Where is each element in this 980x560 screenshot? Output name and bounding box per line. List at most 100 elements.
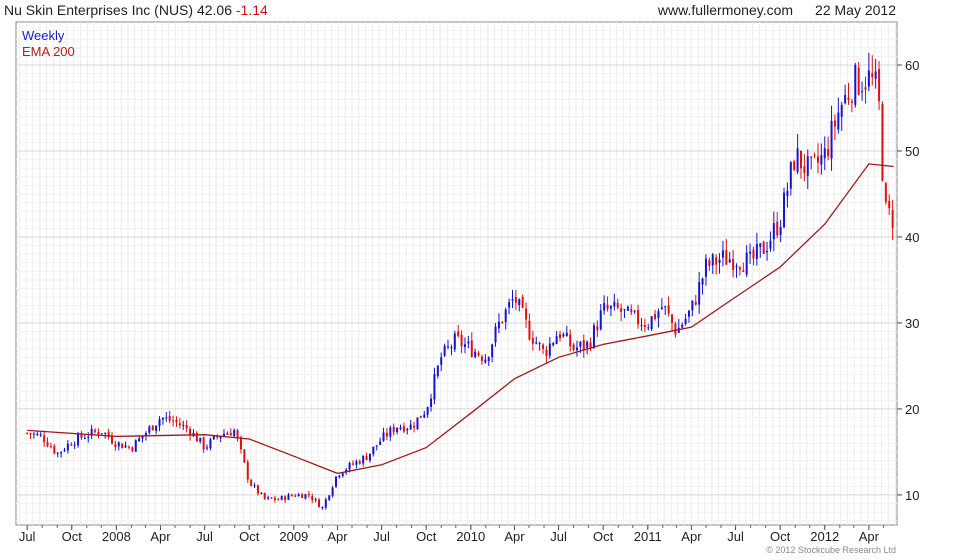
candle-body (379, 441, 382, 445)
y-tick-label: 50 (905, 144, 919, 159)
candle-body (423, 414, 426, 418)
candle-body (497, 321, 500, 329)
candle-body (362, 455, 365, 464)
candle-body (674, 323, 677, 335)
candle-body (657, 311, 660, 318)
candle-body (559, 334, 562, 339)
x-tick-label: Oct (62, 529, 83, 544)
candle-body (43, 435, 46, 442)
x-tick-label: Apr (504, 529, 525, 544)
candle-body (321, 507, 324, 509)
candle-body (833, 120, 836, 127)
candle-body (823, 148, 826, 159)
x-tick-label: Jul (373, 529, 390, 544)
candle-body (223, 433, 226, 437)
candle-body (704, 258, 707, 277)
candle-body (647, 327, 650, 329)
plot-frame (15, 21, 898, 526)
candle-body (335, 476, 338, 487)
candle-body (365, 456, 368, 461)
candle-body (246, 461, 249, 480)
candle-body (643, 325, 646, 327)
candle-body (816, 156, 819, 163)
candle-body (351, 463, 354, 465)
x-tick-label: 2008 (102, 529, 131, 544)
candle-body (718, 259, 721, 263)
header-right: www.fullermoney.com 22 May 2012 (658, 2, 896, 18)
candle-body (56, 452, 59, 454)
candle-body (83, 438, 86, 440)
candle-body (73, 444, 76, 446)
candle-body (735, 265, 738, 268)
candle-body (579, 341, 582, 347)
site-link[interactable]: www.fullermoney.com (657, 2, 794, 18)
candle-body (861, 91, 864, 93)
candle-body (372, 446, 375, 455)
candle-body (623, 309, 626, 311)
candle-body (786, 190, 789, 196)
candle-body (874, 71, 877, 79)
candle-body (243, 449, 246, 463)
candle-body (172, 420, 175, 422)
x-tick-label: Apr (859, 529, 880, 544)
candle-body (850, 101, 853, 103)
candle-body (613, 301, 616, 307)
candle-body (253, 485, 256, 487)
candle-body (219, 436, 222, 439)
candle-body (867, 70, 870, 87)
candle-body (745, 252, 748, 275)
candle-body (168, 416, 171, 421)
candle-body (840, 105, 843, 117)
candle-body (531, 337, 534, 344)
chart-header: Nu Skin Enterprises Inc (NUS) 42.06 -1.1… (0, 0, 980, 22)
candle-body (209, 439, 212, 449)
candle-body (311, 496, 314, 501)
y-tick-label: 40 (905, 230, 919, 245)
candle-body (453, 333, 456, 350)
candle-body (396, 427, 399, 432)
candle-body (538, 342, 541, 344)
legend-ema: EMA 200 (22, 44, 75, 59)
candle-body (545, 349, 548, 356)
x-tick-label: Apr (327, 529, 348, 544)
candle-body (436, 365, 439, 377)
y-tick-label: 60 (905, 58, 919, 73)
candle-body (124, 445, 127, 448)
candle-body (148, 426, 151, 433)
candle-body (470, 340, 473, 357)
chart-legend: Weekly EMA 200 (22, 28, 75, 60)
x-tick-label: Jul (196, 529, 213, 544)
candle-body (582, 339, 585, 350)
candle-body (494, 326, 497, 343)
candle-body (830, 120, 833, 159)
candle-body (671, 314, 674, 323)
candle-body (640, 325, 643, 327)
candle-body (155, 425, 158, 431)
candle-body (151, 425, 154, 431)
candle-body (772, 223, 775, 240)
candle-body (29, 433, 32, 435)
candle-body (399, 427, 402, 429)
candle-body (280, 496, 283, 500)
candle-body (555, 336, 558, 345)
candle-body (766, 250, 769, 253)
candle-body (508, 302, 511, 308)
candle-body (443, 345, 446, 356)
candle-body (514, 297, 517, 303)
candle-body (474, 351, 477, 358)
ema-200-line (27, 163, 894, 475)
candle-body (738, 267, 741, 270)
candle-body (63, 450, 66, 452)
x-tick-label: Jul (727, 529, 744, 544)
candle-body (844, 94, 847, 104)
candle-body (854, 64, 857, 105)
candle-body (406, 429, 409, 431)
candle-body (382, 432, 385, 441)
candle-body (525, 308, 528, 320)
candle-body (762, 241, 765, 254)
candle-body (450, 347, 453, 349)
x-tick-label: 2011 (634, 529, 662, 544)
candle-body (189, 428, 192, 436)
candle-body (694, 301, 697, 305)
copyright-notice: © 2012 Stockcube Research Ltd (766, 545, 896, 555)
